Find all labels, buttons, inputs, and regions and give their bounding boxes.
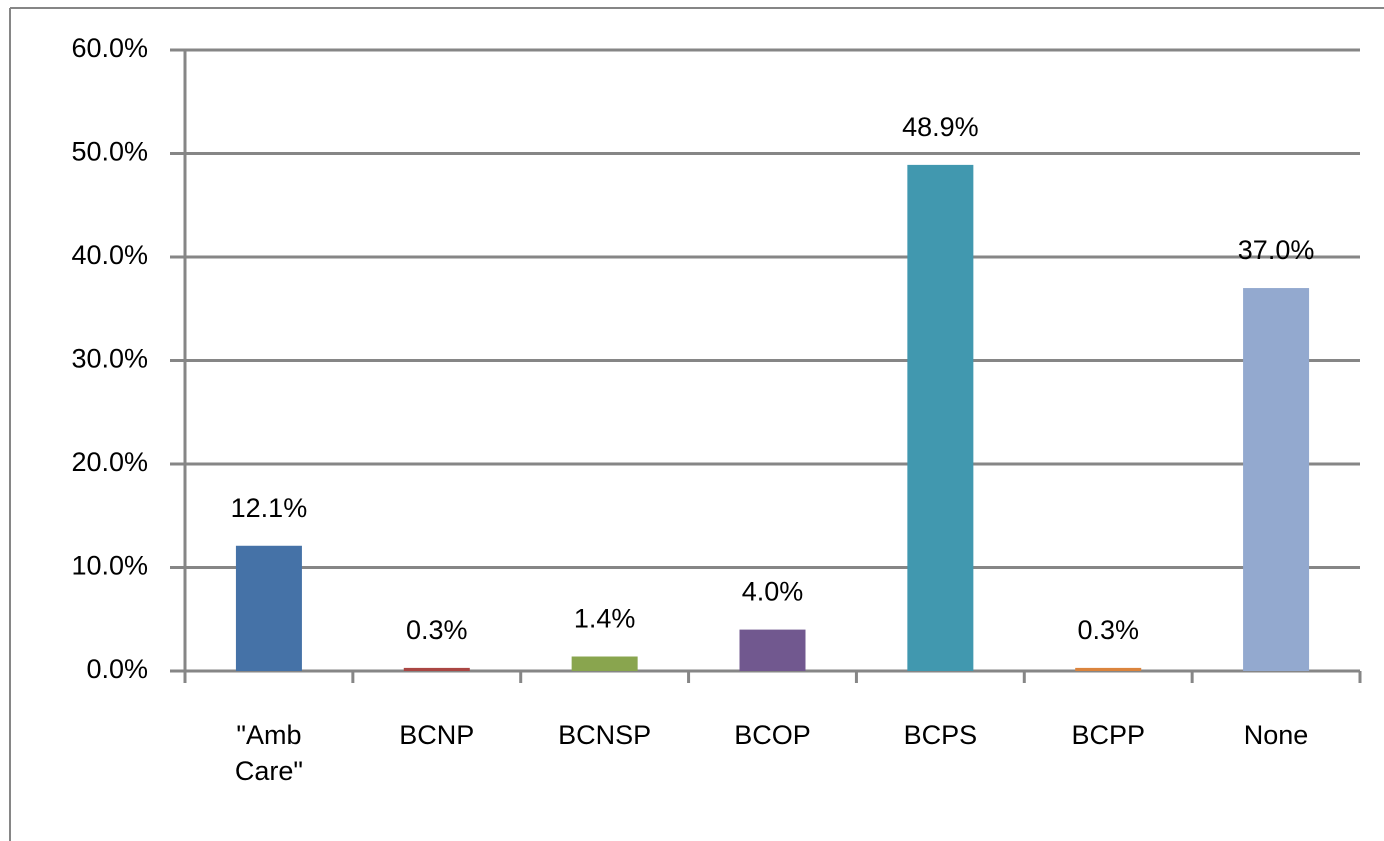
data-label: 0.3% [1077, 615, 1139, 645]
data-label: 12.1% [231, 493, 308, 523]
x-tick-label: BCPP [1071, 720, 1145, 750]
bar [1075, 667, 1142, 671]
data-label: 4.0% [742, 577, 804, 607]
bar [1243, 288, 1310, 671]
x-tick-label: None [1243, 720, 1309, 750]
x-tick-label: BCPS [903, 720, 978, 750]
x-tick-label: BCNP [399, 720, 475, 750]
bar [235, 545, 302, 671]
x-tick-label: "Amb Care" [234, 720, 303, 786]
data-label: 0.3% [406, 615, 468, 645]
y-tick-label: 20.0% [71, 447, 148, 477]
y-tick-label: 60.0% [71, 33, 148, 63]
bar [739, 629, 806, 671]
x-tick-label: BCNSP [558, 720, 652, 750]
data-label: 48.9% [902, 112, 979, 142]
bar [403, 667, 470, 671]
x-tick-label: BCOP [734, 720, 811, 750]
y-tick-label: 10.0% [71, 551, 148, 581]
y-tick-label: 30.0% [71, 344, 148, 374]
data-label: 37.0% [1238, 235, 1315, 265]
data-label: 1.4% [574, 604, 636, 634]
y-tick-label: 0.0% [86, 654, 148, 684]
bar [907, 164, 974, 671]
y-tick-label: 50.0% [71, 137, 148, 167]
bar [571, 656, 638, 671]
y-tick-label: 40.0% [71, 240, 148, 270]
